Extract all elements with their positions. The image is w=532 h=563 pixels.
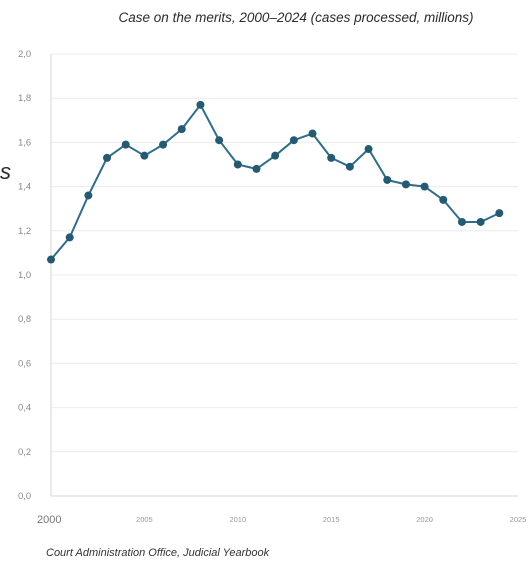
y-tick-labels: 0,0 0,2 0,4 0,6 0,8 1,0 1,2 1,4 1,6 1,8 2,0 [18, 49, 31, 502]
data-point [177, 125, 186, 134]
x-tick-label: 2025 [510, 515, 527, 524]
y-tick-label: 0,4 [18, 403, 31, 414]
y-tick-label: 1,0 [18, 270, 31, 281]
data-point [159, 140, 168, 149]
x-tick-label: 2020 [416, 515, 433, 524]
axes [50, 54, 518, 497]
y-axis-label-fragment: s [0, 159, 11, 184]
data-point [327, 153, 336, 162]
data-point [383, 175, 392, 184]
data-point [84, 191, 93, 200]
data-point [215, 136, 224, 145]
data-point [65, 233, 74, 242]
x-tick-label: 2010 [229, 515, 246, 524]
data-point [401, 180, 410, 189]
data-point [364, 145, 373, 154]
x-tick-label: 2005 [136, 515, 153, 524]
source-note: Court Administration Office, Judicial Ye… [46, 547, 270, 559]
data-point [457, 217, 466, 226]
data-point [439, 195, 448, 204]
data-point [121, 140, 130, 149]
data-point [47, 255, 55, 264]
data-point [271, 151, 280, 160]
y-tick-label: 1,8 [18, 93, 31, 104]
data-point [103, 153, 112, 162]
y-tick-label: 1,2 [18, 226, 31, 237]
x-tick-label: 2000 [37, 514, 61, 526]
y-tick-label: 2,0 [18, 49, 31, 60]
data-point [289, 136, 298, 145]
y-tick-label: 0,2 [18, 447, 31, 458]
y-tick-label: 1,6 [18, 137, 31, 148]
data-point [495, 209, 504, 218]
data-point [476, 217, 485, 226]
gridlines [51, 53, 518, 453]
y-tick-label: 1,4 [18, 182, 31, 193]
x-tick-labels: 2000 2005 2010 2015 2020 2025 [37, 514, 526, 526]
data-point [308, 129, 317, 138]
y-tick-label: 0,6 [18, 358, 31, 369]
y-tick-label: 0,0 [18, 491, 31, 502]
data-point [345, 162, 354, 171]
series-line [50, 103, 501, 261]
data-point [140, 151, 149, 160]
data-point [196, 100, 205, 109]
y-tick-label: 0,8 [18, 314, 31, 325]
data-point [252, 164, 261, 173]
data-point [233, 160, 242, 169]
chart-title: Case on the merits, 2000–2024 (cases pro… [119, 10, 474, 25]
data-points [47, 100, 504, 264]
data-point [420, 182, 429, 191]
x-tick-label: 2015 [323, 515, 340, 524]
